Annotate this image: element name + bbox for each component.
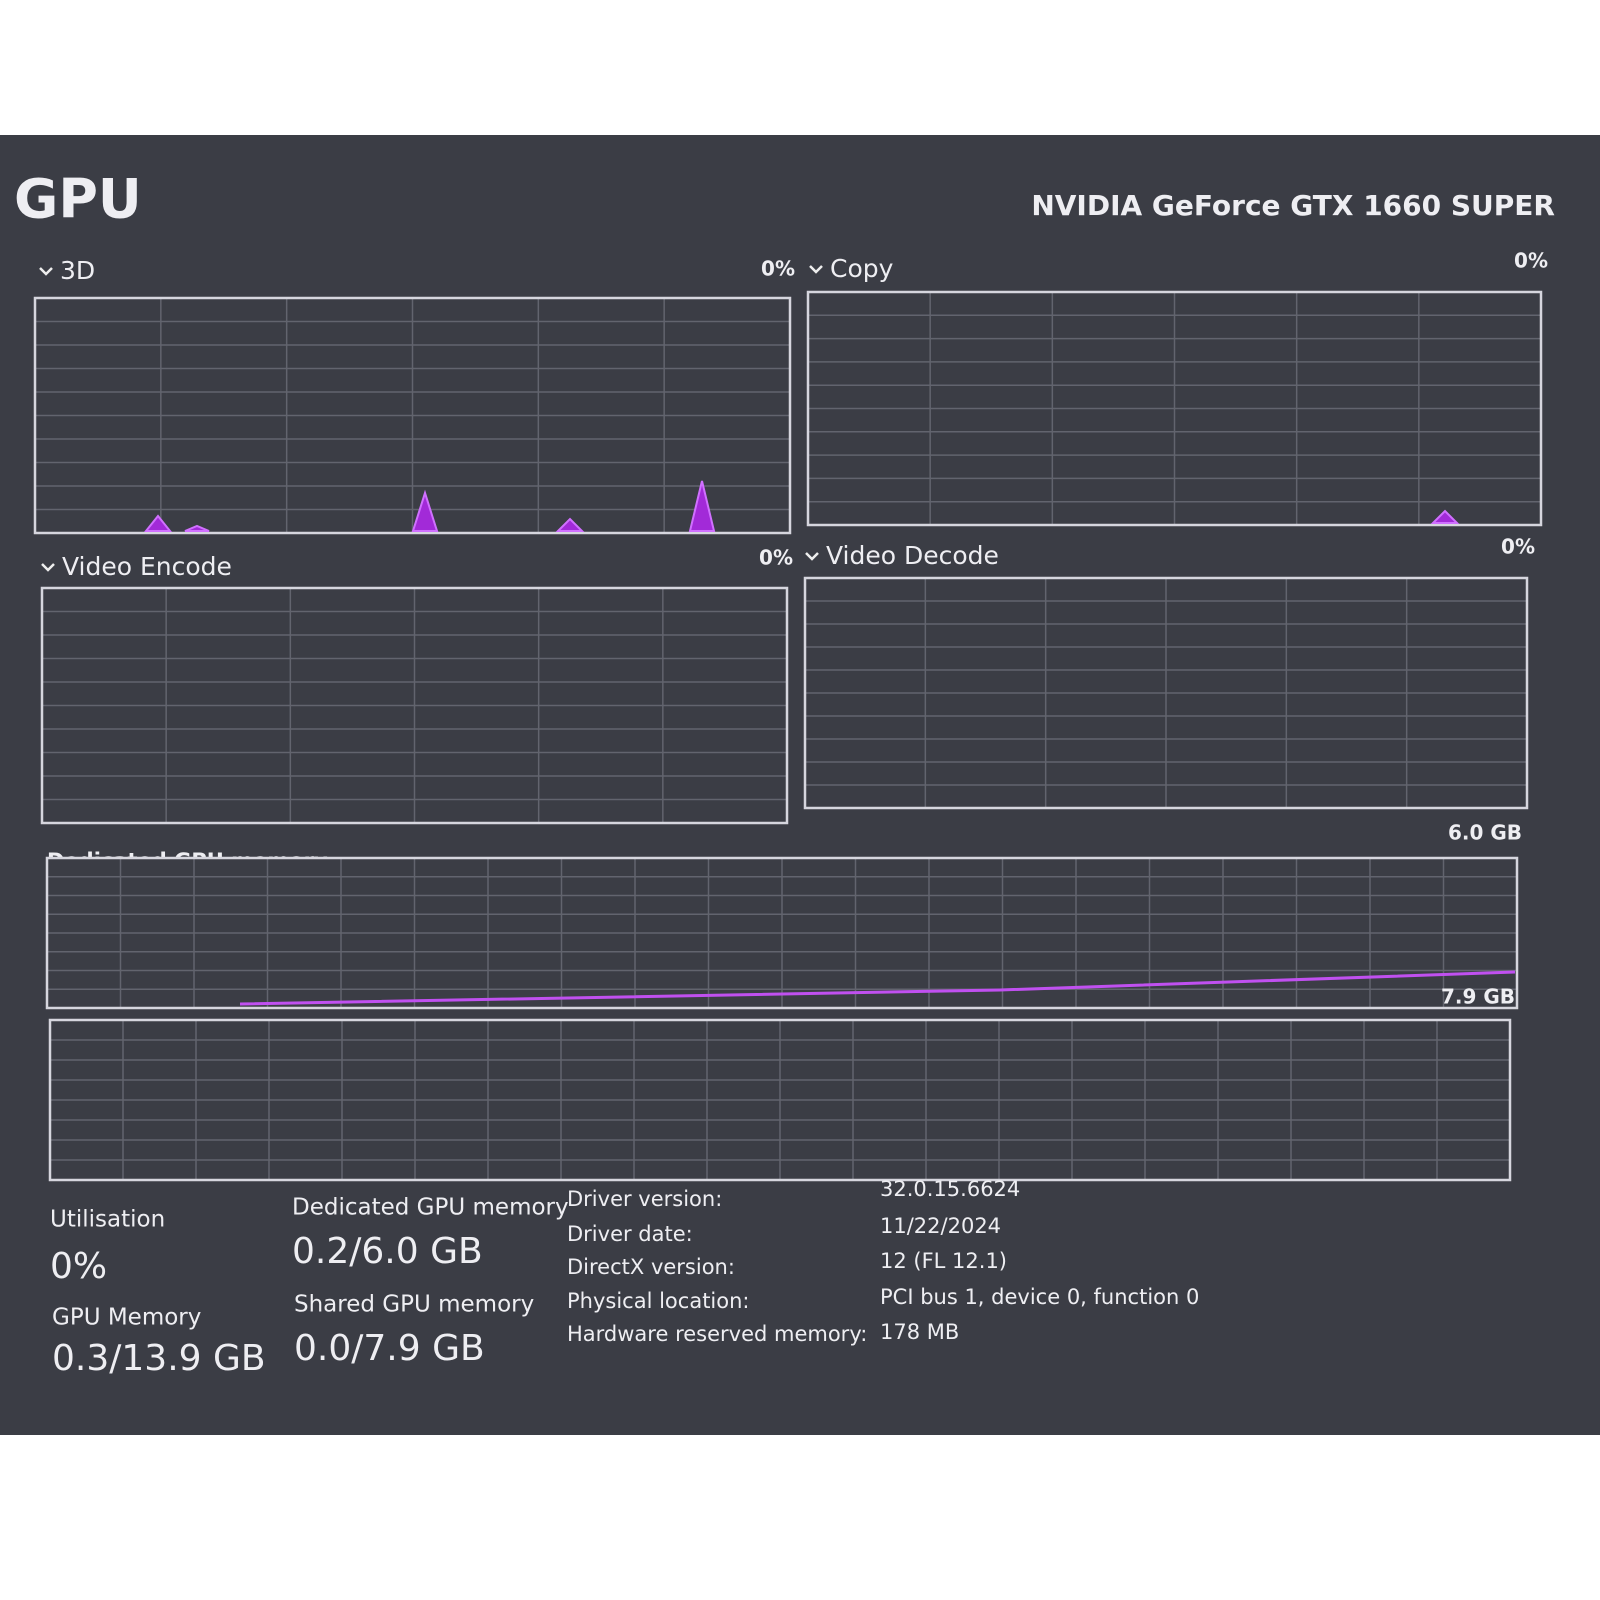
collapse-chevron[interactable] xyxy=(39,267,53,276)
stat-label: Utilisation xyxy=(50,1207,165,1233)
property-label: Physical location: xyxy=(567,1289,750,1313)
engine-value: 0% xyxy=(1501,535,1535,559)
graph-frame xyxy=(40,586,789,825)
property-value: PCI bus 1, device 0, function 0 xyxy=(880,1285,1199,1309)
memory-graph-max: 6.0 GB xyxy=(1448,821,1522,845)
property-label: Driver date: xyxy=(567,1222,693,1246)
engine-value: 0% xyxy=(761,257,795,281)
engine-value: 0% xyxy=(759,546,793,570)
graph-frame xyxy=(803,576,1529,810)
page-title: GPU xyxy=(14,168,142,231)
graph-frame xyxy=(48,1018,1512,1182)
property-value: 12 (FL 12.1) xyxy=(880,1249,1007,1273)
activity-trace xyxy=(1430,509,1460,524)
property-value: 178 MB xyxy=(880,1320,959,1344)
graph-frame xyxy=(33,296,792,535)
activity-trace xyxy=(688,480,716,532)
activity-trace xyxy=(411,489,439,532)
engine-label[interactable]: 3D xyxy=(60,256,95,285)
memory-graph-max: 7.9 GB xyxy=(1441,985,1515,1009)
activity-trace xyxy=(184,524,210,532)
collapse-chevron[interactable] xyxy=(809,265,823,274)
stat-label: Shared GPU memory xyxy=(294,1292,534,1318)
stat-label: Dedicated GPU memory xyxy=(292,1195,569,1221)
activity-trace xyxy=(555,517,585,532)
collapse-chevron[interactable] xyxy=(41,563,55,572)
engine-value: 0% xyxy=(1514,249,1548,273)
device-name: NVIDIA GeForce GTX 1660 SUPER xyxy=(1031,189,1555,222)
stat-value: 0.3/13.9 GB xyxy=(52,1338,266,1379)
activity-trace xyxy=(143,514,173,532)
property-value: 11/22/2024 xyxy=(880,1214,1001,1238)
engine-label[interactable]: Copy xyxy=(830,254,894,283)
property-label: Driver version: xyxy=(567,1187,722,1211)
memory-trace xyxy=(239,970,1516,1006)
graph-frame xyxy=(806,290,1543,527)
stat-label: GPU Memory xyxy=(52,1305,201,1331)
engine-label[interactable]: Video Encode xyxy=(62,552,232,581)
property-value: 32.0.15.6624 xyxy=(880,1177,1020,1201)
property-label: Hardware reserved memory: xyxy=(567,1322,867,1346)
property-label: DirectX version: xyxy=(567,1255,735,1279)
graph-frame xyxy=(45,856,1519,1010)
stat-value: 0.0/7.9 GB xyxy=(294,1328,485,1369)
stat-value: 0% xyxy=(50,1246,107,1287)
collapse-chevron[interactable] xyxy=(805,552,819,561)
stat-value: 0.2/6.0 GB xyxy=(292,1231,483,1272)
engine-label[interactable]: Video Decode xyxy=(826,541,999,570)
